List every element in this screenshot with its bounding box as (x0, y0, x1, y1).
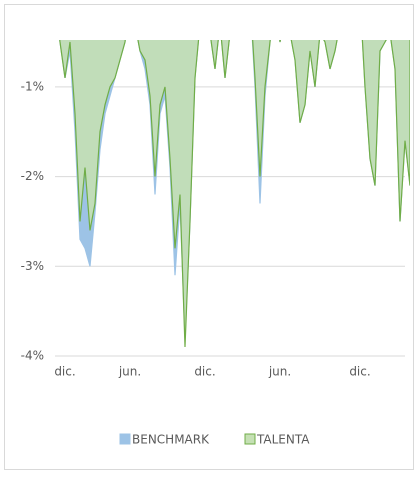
x-tick-label: dic. (54, 365, 75, 379)
x-tick-label: jun. (118, 365, 141, 379)
y-tick-label: -3% (21, 259, 44, 273)
legend-swatch (244, 433, 256, 445)
y-tick-label: -2% (21, 169, 44, 183)
y-tick-label: -1% (21, 79, 44, 93)
y-tick-label: -4% (21, 349, 44, 363)
x-tick-label: dic. (194, 365, 215, 379)
x-tick-label: dic. (349, 365, 370, 379)
legend-swatch (119, 433, 131, 445)
area-series (59, 40, 410, 348)
legend-label: TALENTA (256, 433, 310, 447)
plot-area (59, 40, 410, 348)
x-tick-label: jun. (268, 365, 291, 379)
legend-label: BENCHMARK (132, 433, 210, 447)
